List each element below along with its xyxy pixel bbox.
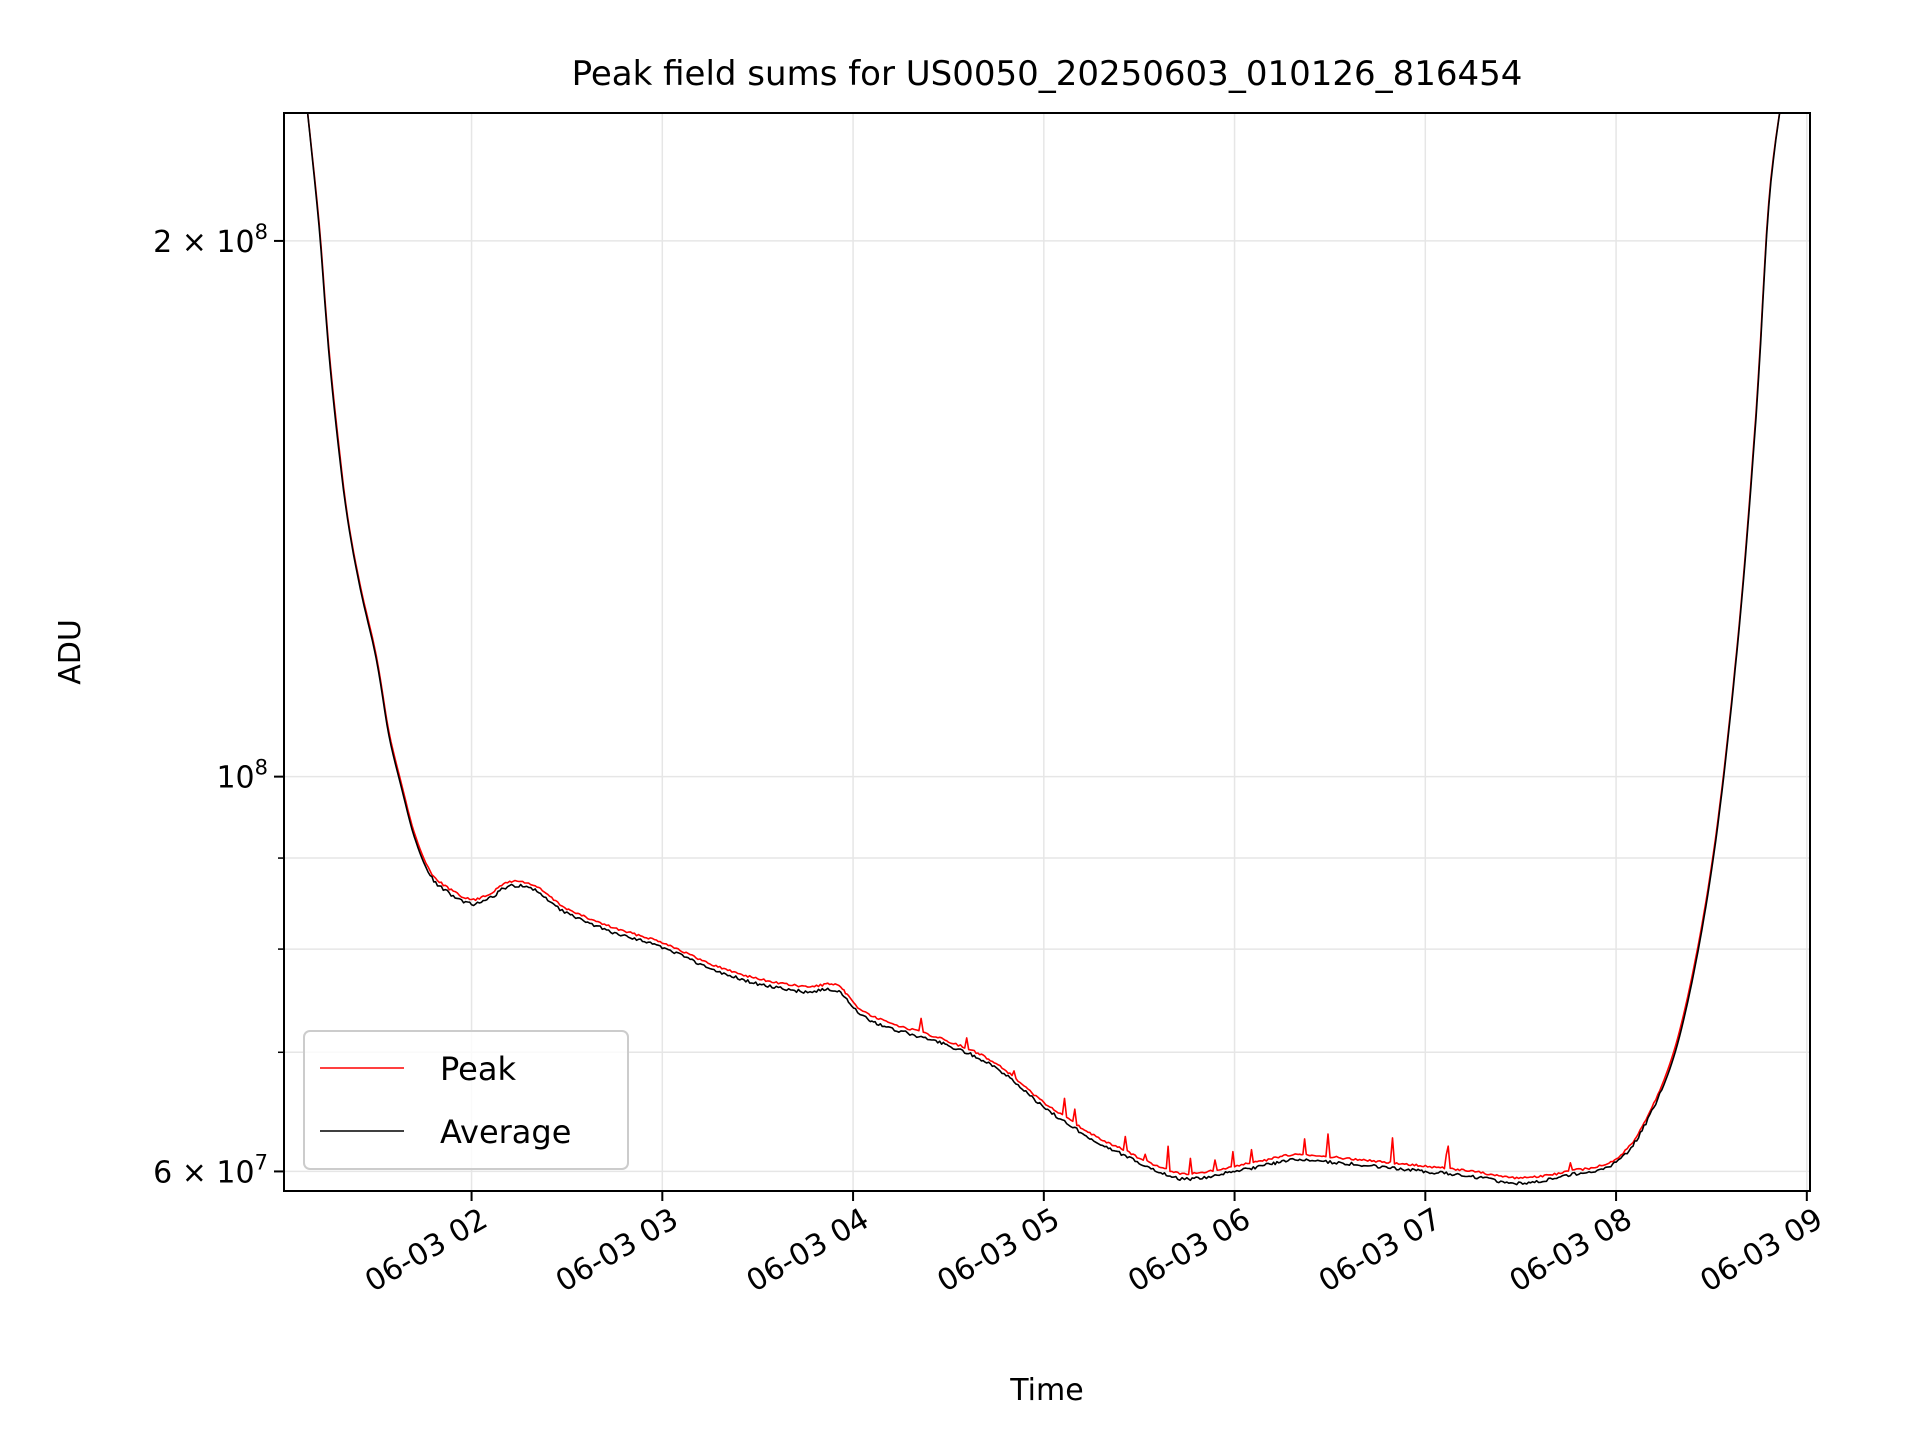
x-axis-label: Time — [1009, 1373, 1083, 1408]
plot-area — [284, 113, 1810, 1191]
y-tick-label-exponent: 8 — [255, 756, 268, 780]
svg-text:2 × 108: 2 × 108 — [153, 220, 268, 260]
series-layer — [306, 113, 1781, 1186]
plot-frame — [283, 112, 1811, 1192]
y-tick-label: 2 × 108 — [153, 220, 268, 260]
series-line-peak — [306, 113, 1781, 1180]
y-tick-label-base: 6 × 10 — [153, 1155, 254, 1190]
y-tick-label-exponent: 8 — [255, 220, 268, 244]
series-line-average — [306, 113, 1781, 1186]
grid-lines — [284, 113, 1810, 1191]
svg-text:6 × 107: 6 × 107 — [153, 1150, 268, 1190]
legend: Peak Average — [303, 1030, 629, 1170]
y-tick-label: 108 — [216, 756, 268, 796]
legend-box — [303, 1030, 629, 1170]
chart-title: Peak field sums for US0050_20250603_0101… — [572, 54, 1523, 94]
legend-label-peak: Peak — [440, 1050, 516, 1088]
y-axis-label: ADU — [53, 619, 88, 685]
y-tick-label-exponent: 7 — [255, 1150, 268, 1174]
legend-label-average: Average — [440, 1113, 571, 1151]
y-tick-label-base: 10 — [216, 761, 254, 796]
y-tick-label-base: 2 × 10 — [153, 225, 254, 260]
svg-text:108: 108 — [216, 756, 268, 796]
y-tick-label: 6 × 107 — [153, 1150, 268, 1190]
